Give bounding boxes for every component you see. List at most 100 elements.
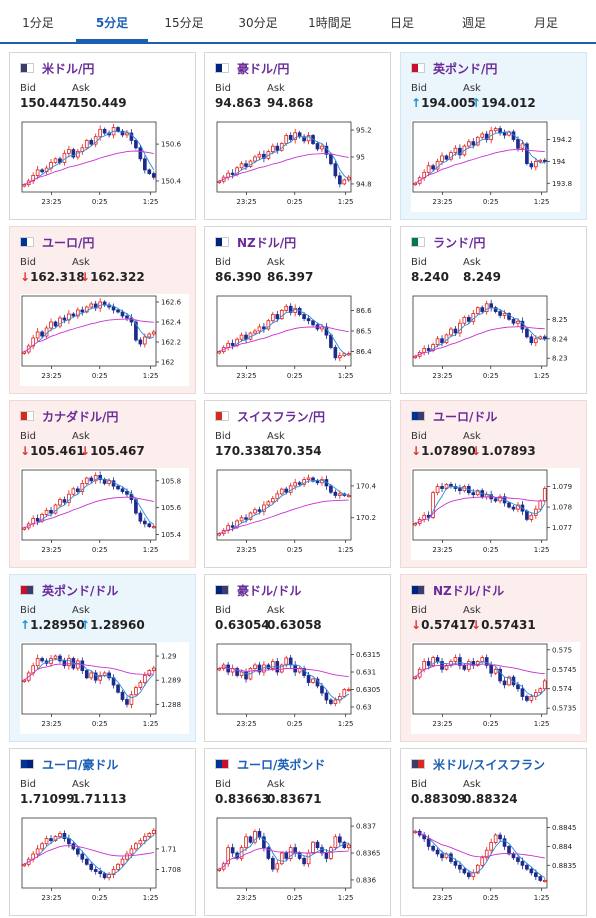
candle: [151, 331, 156, 335]
candle: [253, 156, 257, 162]
candlestick-chart: 162.6 162.4 162.2 162 23:25 0:25 1:25: [21, 295, 182, 380]
price-chart[interactable]: 1.71 1.708 23:25 0:25 1:25: [20, 816, 189, 908]
pair-link[interactable]: カナダドル/円: [20, 409, 118, 424]
plot-frame: [216, 643, 352, 715]
ask-number: 94.868: [267, 96, 314, 110]
tab-3[interactable]: 30分足: [238, 16, 278, 30]
candle: [244, 517, 248, 520]
price-chart[interactable]: 1.29 1.289 1.288 23:25 0:25 1:25: [20, 642, 189, 734]
ask-number: 170.354: [267, 444, 322, 458]
pair-link[interactable]: スイスフラン/円: [215, 409, 325, 424]
candle: [520, 861, 525, 866]
candle: [266, 320, 271, 330]
candle: [271, 661, 275, 669]
ask-label: Ask: [463, 431, 481, 442]
y-tick-label: 0.63: [356, 704, 372, 712]
ma-fast-line: [428, 307, 545, 353]
price-chart[interactable]: 86.6 86.5 86.4 23:25 0:25 1:25: [215, 294, 384, 386]
price-chart[interactable]: 95.2 95 94.8 23:25 0:25 1:25: [215, 120, 384, 212]
candle: [502, 132, 507, 136]
candle: [151, 829, 156, 834]
x-tick-label: 0:25: [483, 720, 499, 728]
tab-2[interactable]: 15分足: [164, 16, 204, 30]
price-chart[interactable]: 1.079 1.078 1.077 23:25 0:25 1:25: [411, 468, 580, 560]
candle: [279, 488, 284, 495]
pair-link[interactable]: ユーロ/ドル: [411, 409, 497, 424]
pair-link[interactable]: ランド/円: [411, 235, 486, 250]
bid-label: Bid: [215, 605, 231, 616]
x-tick-label: 23:25: [41, 720, 61, 728]
x-tick-label: 23:25: [432, 546, 452, 554]
x-tick-label: 0:25: [483, 198, 499, 206]
pair-link[interactable]: 米ドル/スイスフラン: [411, 757, 546, 772]
price-chart[interactable]: 170.4 170.2 23:25 0:25 1:25: [215, 468, 384, 560]
candle: [147, 833, 152, 837]
candle: [529, 336, 534, 344]
x-tick-label: 1:25: [534, 546, 550, 554]
tab-0[interactable]: 1分足: [22, 16, 54, 30]
tab-5[interactable]: 日足: [389, 16, 414, 30]
candle: [538, 688, 543, 694]
candle: [413, 523, 418, 526]
pair-name: ランド/円: [433, 235, 486, 250]
candle: [62, 833, 67, 839]
candle: [435, 657, 440, 662]
price-chart[interactable]: 105.8 105.6 105.4 23:25 0:25 1:25: [20, 468, 189, 560]
pair-link[interactable]: NZドル/円: [215, 235, 296, 250]
candle: [542, 336, 547, 340]
price-chart[interactable]: 0.837 0.8365 0.836 23:25 0:25 1:25: [215, 816, 384, 908]
candle: [257, 326, 262, 332]
pair-link[interactable]: ユーロ/英ポンド: [215, 757, 325, 772]
price-chart[interactable]: 162.6 162.4 162.2 162 23:25 0:25 1:25: [20, 294, 189, 386]
price-chart[interactable]: 0.575 0.5745 0.574 0.5735 23:25 0:25 1:25: [411, 642, 580, 734]
price-chart[interactable]: 0.6315 0.631 0.6305 0.63 23:25 0:25 1:25: [215, 642, 384, 734]
y-tick-label: 1.079: [552, 483, 572, 491]
candle: [134, 687, 138, 696]
pair-link[interactable]: NZドル/ドル: [411, 583, 504, 598]
candle: [80, 483, 85, 492]
ask-label: Ask: [72, 779, 90, 790]
ask-value: 150.449: [72, 96, 127, 110]
pair-link[interactable]: 英ポンド/ドル: [20, 583, 118, 598]
candle: [511, 318, 516, 324]
candle: [67, 838, 71, 845]
price-chart[interactable]: 8.25 8.24 8.23 23:25 0:25 1:25: [411, 294, 580, 386]
candle: [293, 132, 297, 140]
pair-link[interactable]: 米ドル/円: [20, 61, 94, 76]
candle: [431, 492, 435, 518]
price-chart[interactable]: 150.6 150.4 23:25 0:25 1:25: [20, 120, 189, 212]
tab-7[interactable]: 月足: [533, 16, 558, 30]
x-tick-label: 23:25: [236, 894, 256, 902]
pair-link[interactable]: 豪ドル/円: [215, 61, 289, 76]
y-tick-label: 0.6305: [356, 686, 381, 694]
pair-name: 米ドル/スイスフラン: [433, 757, 546, 772]
za-jp-flag-icon: [411, 237, 425, 247]
candle: [338, 355, 342, 359]
pair-link[interactable]: ユーロ/円: [20, 235, 94, 250]
candle: [516, 320, 520, 324]
pair-link[interactable]: 英ポンド/円: [411, 61, 497, 76]
ask-number: 162.322: [90, 270, 145, 284]
candle: [413, 355, 418, 359]
x-tick-label: 1:25: [338, 546, 354, 554]
ma-slow-line: [219, 666, 349, 678]
ask-label: Ask: [72, 83, 90, 94]
price-chart[interactable]: 194.2 194 193.8 23:25 0:25 1:25: [411, 120, 580, 212]
ma-fast-line: [428, 486, 546, 520]
tab-4[interactable]: 1時間足: [308, 16, 352, 30]
pair-link[interactable]: 豪ドル/ドル: [215, 583, 301, 598]
x-tick-label: 1:25: [534, 198, 550, 206]
candle: [53, 158, 58, 163]
candle: [498, 311, 502, 316]
pair-link[interactable]: ユーロ/豪ドル: [20, 757, 118, 772]
tab-1[interactable]: 5分足: [76, 0, 148, 42]
candle: [329, 847, 333, 859]
tab-6[interactable]: 週足: [461, 16, 486, 30]
candle: [426, 348, 431, 351]
bid-number: 1.28950: [30, 618, 85, 632]
candle: [58, 499, 62, 506]
ask-number: 0.63058: [267, 618, 322, 632]
bid-number: 105.461: [30, 444, 85, 458]
price-chart[interactable]: 0.8845 0.884 0.8835 23:25 0:25 1:25: [411, 816, 580, 908]
candle: [67, 149, 71, 154]
